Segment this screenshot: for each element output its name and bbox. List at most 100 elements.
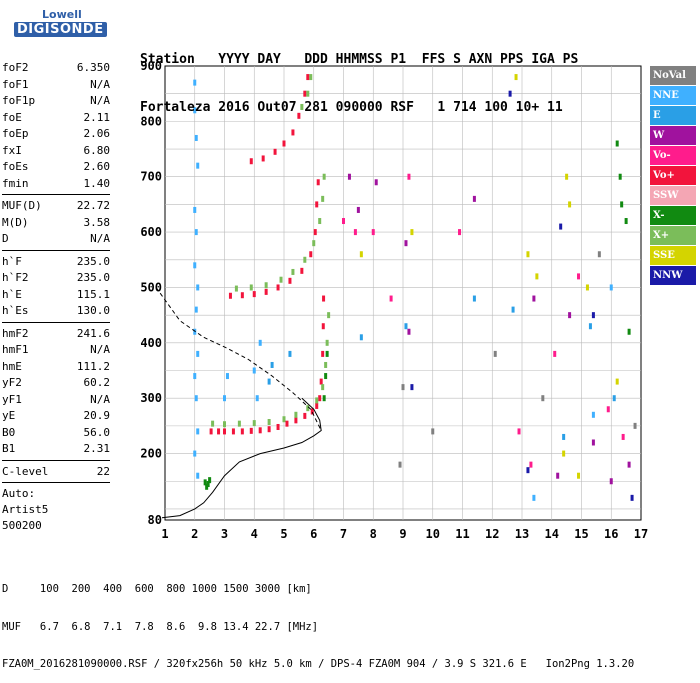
- echo-point: [404, 323, 408, 330]
- x-tick-label: 4: [251, 527, 258, 541]
- param-row: yF2 60.2: [2, 375, 110, 392]
- echo-point: [288, 350, 292, 357]
- echo-point: [322, 395, 326, 402]
- echo-point: [591, 411, 595, 418]
- echo-point: [249, 284, 253, 291]
- echo-point: [231, 428, 235, 435]
- header-line1: Station YYYY DAY DDD HHMMSS P1 FFS S AXN…: [140, 52, 579, 67]
- param-label: hmF1: [2, 343, 29, 356]
- y-tick-label: 600: [140, 225, 162, 239]
- echo-point: [297, 112, 301, 119]
- param-value: 2.06: [83, 127, 111, 140]
- param-row: foE 2.11: [2, 110, 110, 127]
- echo-point: [223, 395, 226, 402]
- echo-point: [196, 472, 200, 479]
- echo-point: [267, 378, 271, 385]
- x-tick-label: 8: [370, 527, 377, 541]
- echo-point: [282, 140, 286, 147]
- echo-point: [324, 373, 328, 380]
- param-value: 235.0: [76, 271, 110, 284]
- echo-point: [270, 361, 274, 368]
- x-tick-label: 15: [574, 527, 588, 541]
- echo-point: [209, 428, 213, 435]
- echo-point: [359, 334, 363, 341]
- echo-point: [472, 195, 476, 202]
- echo-point: [319, 378, 323, 385]
- echo-point: [273, 148, 277, 155]
- legend-item: X-: [650, 206, 696, 225]
- echo-point: [194, 306, 198, 313]
- legend-item: W: [650, 126, 696, 145]
- param-label: D: [2, 232, 9, 245]
- echo-point: [322, 295, 326, 302]
- x-tick-label: 10: [426, 527, 440, 541]
- echo-point: [568, 201, 572, 208]
- echo-point: [267, 426, 271, 433]
- echo-point: [597, 251, 601, 258]
- param-row: hmF2 241.6: [2, 326, 110, 343]
- polarization-legend: NoVal NNE E W Vo- Vo+ SSW X- X+ SSE NNW: [650, 66, 696, 286]
- echo-point: [321, 195, 325, 202]
- grid: [165, 66, 641, 520]
- legend-item: NNE: [650, 86, 696, 105]
- echo-point: [282, 416, 286, 423]
- echo-point: [556, 472, 560, 479]
- echo-point: [252, 291, 256, 298]
- echo-point: [431, 428, 435, 435]
- echo-point: [318, 395, 322, 402]
- echo-point: [541, 395, 545, 402]
- param-label: fxI: [2, 143, 22, 157]
- logo-line2: DIGISONDE: [14, 22, 107, 37]
- x-tick-label: 16: [604, 527, 618, 541]
- echo-point: [535, 273, 539, 280]
- echo-point: [258, 339, 262, 346]
- echo-point: [553, 350, 557, 357]
- param-row: yF1 N/A: [2, 392, 110, 409]
- param-label: fmin: [2, 176, 29, 190]
- legend-item: SSE: [650, 246, 696, 265]
- separator: [2, 249, 110, 251]
- echo-point: [407, 328, 411, 335]
- footer-file-line: FZA0M_2016281090000.RSF / 320fx256h 50 k…: [2, 658, 635, 670]
- echo-point: [194, 134, 198, 141]
- echo-point: [321, 350, 325, 357]
- ionogram-chart: 1 2 3 4 5 6 7 8 9 10 11 12 13 14 15 16 17 80200300400500…: [140, 59, 648, 541]
- echo-point: [621, 433, 625, 440]
- echo-point: [288, 277, 292, 284]
- echo-point: [609, 478, 613, 485]
- param-row: h`F2 235.0: [2, 270, 110, 287]
- param-value: N/A: [90, 77, 110, 91]
- echo-point: [294, 411, 298, 418]
- param-row: yE 20.9: [2, 408, 110, 425]
- param-label: B0: [2, 425, 16, 439]
- echo-point: [255, 395, 259, 402]
- separator: [2, 321, 110, 323]
- echo-point: [279, 276, 283, 283]
- echo-point: [225, 373, 229, 380]
- echo-point: [410, 229, 414, 236]
- echo-point: [325, 350, 329, 357]
- param-value: 1.40: [83, 176, 111, 190]
- echo-point: [318, 218, 322, 225]
- echo-point: [310, 408, 314, 415]
- echo-point: [196, 428, 200, 435]
- param-value: 6.80: [83, 143, 111, 157]
- echo-point: [577, 472, 581, 479]
- param-row: foEs 2.60: [2, 159, 110, 176]
- echo-point: [258, 427, 262, 434]
- x-tick-label: 13: [515, 527, 529, 541]
- param-value: 22: [96, 464, 110, 478]
- echo-point: [312, 240, 316, 247]
- echo-point: [562, 433, 566, 440]
- y-tick-label: 200: [140, 447, 162, 461]
- param-row: hmF1 N/A: [2, 342, 110, 359]
- legend-item: X+: [650, 226, 696, 245]
- echo-point: [529, 461, 533, 468]
- echo-point: [294, 417, 298, 424]
- y-tick-label: 800: [140, 114, 162, 128]
- echo-point: [398, 461, 402, 468]
- echo-point: [410, 384, 414, 391]
- param-label: foF2: [2, 61, 29, 74]
- param-value: 115.1: [76, 287, 110, 301]
- param-label: foF1: [2, 77, 29, 91]
